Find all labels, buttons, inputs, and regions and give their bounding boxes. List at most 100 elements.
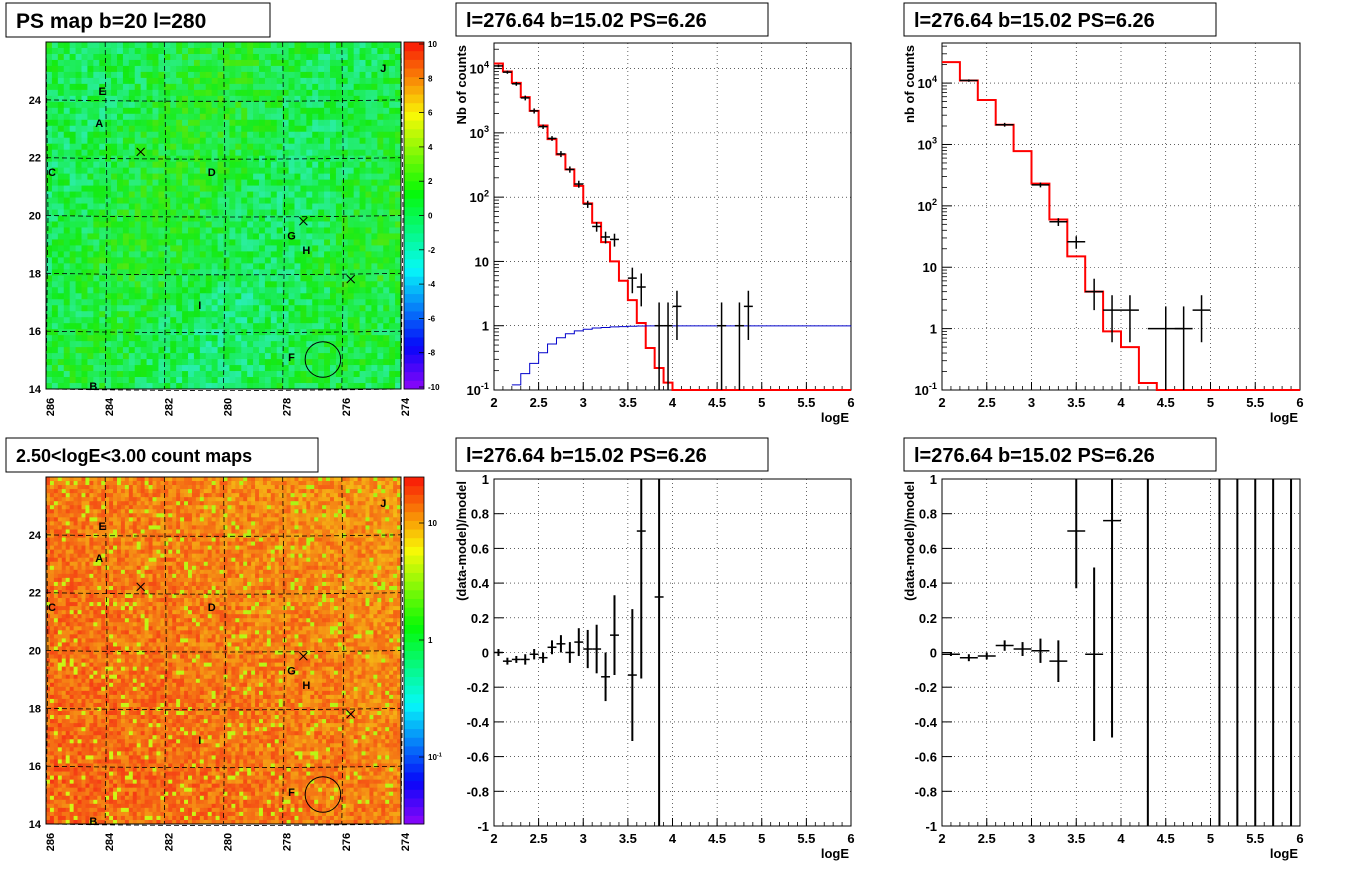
- heat-cell: [87, 173, 94, 180]
- heat-cell: [306, 533, 311, 538]
- heat-cell: [134, 275, 142, 282]
- heat-cell: [87, 341, 94, 348]
- heat-cell: [229, 215, 236, 222]
- heat-cell: [377, 65, 384, 73]
- heat-cell: [81, 107, 88, 115]
- heat-cell: [140, 137, 147, 145]
- heat-cell: [63, 329, 71, 336]
- heat-cell: [235, 269, 242, 276]
- heat-cell: [259, 509, 264, 514]
- heat-cell: [109, 477, 114, 482]
- heat-cell: [347, 323, 355, 330]
- heat-cell: [383, 95, 390, 103]
- heat-cell: [229, 119, 236, 127]
- heat-cell: [87, 323, 94, 330]
- heat-cell: [302, 509, 307, 514]
- heat-cell: [312, 137, 319, 145]
- heat-cell: [235, 42, 242, 49]
- heat-cell: [134, 191, 142, 198]
- heat-cell: [353, 71, 360, 79]
- heat-cell: [300, 77, 307, 85]
- heat-cell: [318, 173, 325, 180]
- heat-cell: [199, 347, 207, 354]
- heat-cell: [383, 341, 390, 348]
- heat-cell: [306, 489, 311, 494]
- heat-cell: [111, 239, 118, 246]
- heat-cell: [294, 347, 301, 354]
- heat-cell: [318, 275, 325, 282]
- heat-cell: [371, 323, 378, 330]
- heat-cell: [377, 77, 384, 85]
- heat-cell: [335, 341, 343, 348]
- heat-cell: [105, 287, 112, 294]
- heat-cell: [152, 107, 159, 115]
- heat-cell: [53, 505, 59, 510]
- heat-cell: [211, 293, 218, 300]
- heat-cell: [300, 101, 307, 109]
- heat-cell: [397, 501, 402, 506]
- heat-cell: [337, 517, 343, 522]
- heat-cell: [377, 269, 384, 276]
- heat-cell: [122, 341, 130, 348]
- heat-cell: [69, 107, 76, 115]
- heat-cell: [383, 239, 390, 246]
- heat-cell: [99, 293, 106, 300]
- heat-cell: [276, 131, 284, 139]
- heat-cell: [324, 239, 331, 246]
- heat-cell: [341, 239, 349, 246]
- heat-cell: [75, 167, 82, 175]
- heat-cell: [243, 481, 248, 486]
- heat-cell: [337, 481, 343, 486]
- heat-cell: [182, 107, 189, 115]
- heat-cell: [117, 317, 124, 324]
- heat-cell: [347, 65, 355, 73]
- heat-cell: [282, 281, 289, 288]
- heat-cell: [188, 493, 193, 498]
- heat-cell: [199, 275, 207, 282]
- heat-cell: [172, 477, 177, 482]
- heat-cell: [164, 197, 171, 204]
- heat-cell: [241, 311, 248, 318]
- heat-cell: [99, 317, 106, 324]
- heat-cell: [199, 161, 207, 169]
- heat-cell: [146, 341, 153, 348]
- heat-cell: [383, 371, 390, 378]
- heat-cell: [306, 233, 313, 240]
- heat-cell: [128, 125, 136, 133]
- heat-cell: [359, 305, 366, 312]
- heat-cell: [373, 505, 378, 510]
- heat-cell: [359, 179, 366, 186]
- heat-cell: [300, 95, 307, 103]
- heat-cell: [227, 525, 232, 530]
- heat-cell: [144, 537, 149, 542]
- heat-cell: [87, 131, 94, 139]
- heat-cell: [324, 167, 331, 175]
- heat-cell: [99, 197, 106, 204]
- heat-cell: [312, 317, 319, 324]
- heat-cell: [264, 113, 272, 121]
- heat-cell: [176, 537, 181, 542]
- heat-cell: [134, 233, 142, 240]
- heat-cell: [227, 529, 232, 534]
- heat-cell: [235, 365, 242, 372]
- heat-cell: [335, 107, 343, 115]
- heat-cell: [170, 47, 177, 55]
- heat-cell: [276, 185, 284, 192]
- heat-cell: [229, 71, 236, 79]
- heat-cell: [51, 365, 59, 372]
- heat-cell: [176, 83, 183, 91]
- heat-cell: [383, 257, 390, 264]
- heat-cell: [347, 113, 355, 121]
- heat-cell: [128, 525, 134, 530]
- heat-cell: [205, 59, 213, 67]
- heat-cell: [180, 525, 185, 530]
- heat-cell: [148, 529, 153, 534]
- heat-cell: [63, 167, 71, 175]
- heat-cell: [203, 521, 209, 526]
- heat-cell: [347, 311, 355, 318]
- heat-cell: [158, 227, 165, 234]
- heat-cell: [330, 83, 337, 91]
- heat-cell: [223, 197, 230, 204]
- heat-cell: [259, 215, 266, 222]
- heat-cell: [117, 131, 124, 139]
